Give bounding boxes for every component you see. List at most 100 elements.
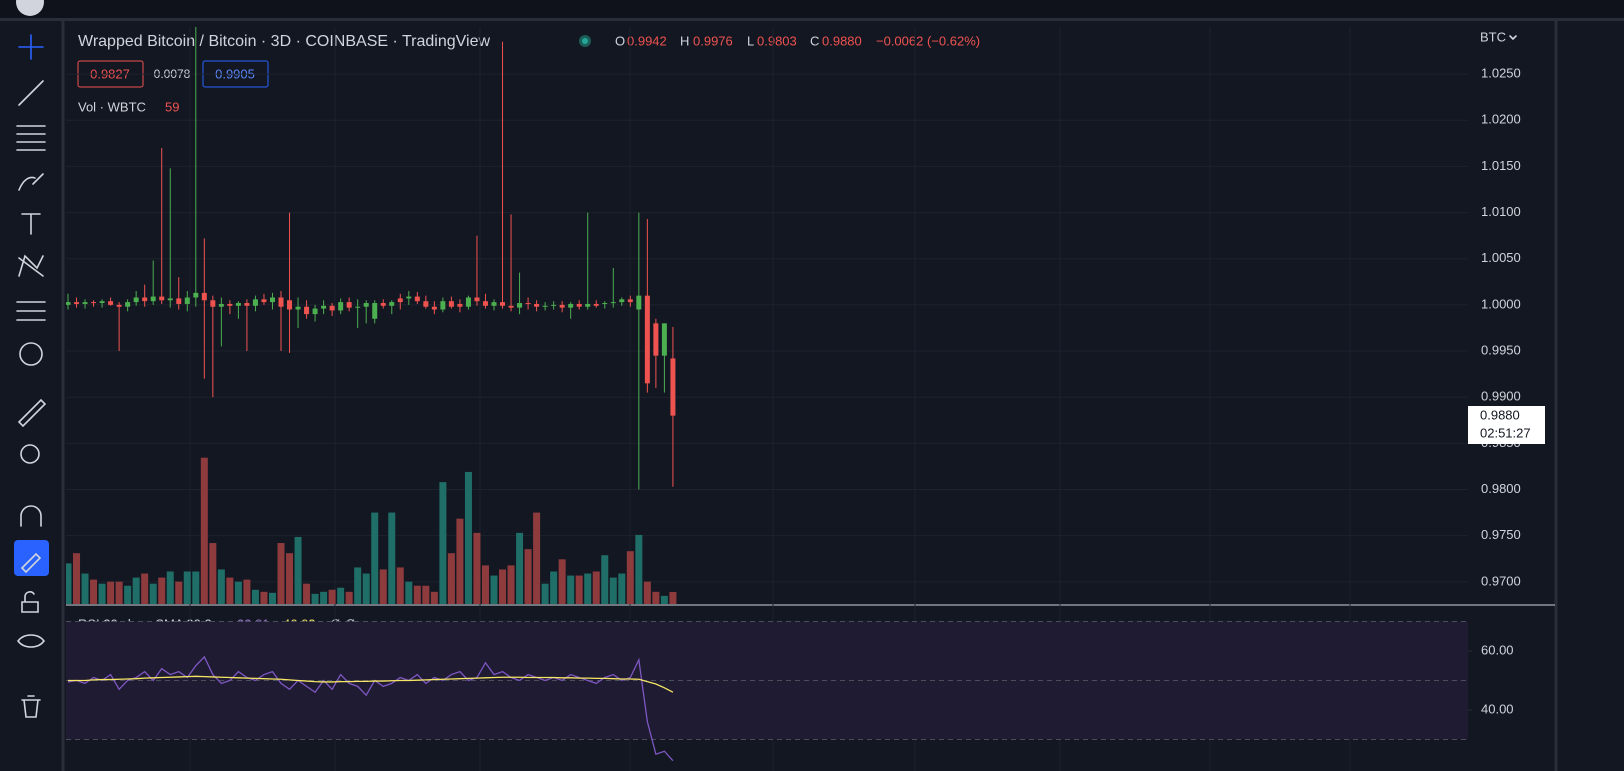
- volume-bar: [541, 583, 549, 604]
- volume-bar: [567, 575, 575, 604]
- candle-body: [525, 303, 531, 305]
- y-tick-label: 1.0000: [1481, 296, 1521, 311]
- volume-bar: [158, 577, 166, 604]
- volume-bar: [200, 457, 208, 604]
- volume-bar: [464, 471, 472, 604]
- candle-body: [329, 305, 335, 311]
- candle-body: [670, 358, 676, 416]
- candle-body: [551, 304, 557, 306]
- logo[interactable]: [16, 0, 44, 16]
- candle-body: [176, 298, 182, 304]
- ohlc-label: L: [747, 33, 754, 48]
- volume-bar: [141, 573, 149, 604]
- volume-bar: [294, 536, 302, 604]
- volume-bar: [447, 553, 455, 604]
- lock-tool[interactable]: [21, 591, 39, 613]
- candle-body: [431, 306, 437, 310]
- plot: 1.0250 1.0200 1.0150 1.0100 1.0050 1.0000 0.99…: [66, 27, 1521, 771]
- candle-body: [218, 303, 224, 307]
- volume-bar: [396, 567, 404, 604]
- candle-body: [457, 303, 463, 307]
- candle-body: [363, 303, 369, 307]
- volume-bar: [592, 571, 600, 604]
- candle-body: [568, 303, 574, 308]
- text-tool[interactable]: [21, 213, 41, 235]
- volume-bar: [490, 575, 498, 604]
- y-tick-label: 0.9900: [1481, 389, 1521, 404]
- visibility-tool[interactable]: [16, 634, 46, 648]
- forecast-tool[interactable]: [16, 301, 46, 321]
- volume-bar: [183, 571, 191, 604]
- candle-body: [66, 302, 71, 305]
- pattern-tool[interactable]: [18, 254, 44, 277]
- candle-body: [193, 292, 199, 298]
- candle-body: [602, 303, 608, 305]
- candle-body: [372, 303, 378, 319]
- volume-bar: [413, 585, 421, 604]
- ohlc-label: H: [680, 33, 689, 48]
- trendline-tool[interactable]: [18, 80, 44, 106]
- right-panel: [1555, 21, 1624, 771]
- candle-body: [338, 302, 344, 311]
- candle-body: [125, 302, 131, 307]
- volume-bar: [660, 595, 668, 604]
- delete-tool[interactable]: [21, 695, 41, 718]
- candle-body: [559, 304, 565, 308]
- price-label: 0.9880 02:51:27: [1468, 406, 1545, 444]
- candle-body: [465, 297, 471, 307]
- y-tick-label: 1.0150: [1481, 158, 1521, 173]
- candle-body: [346, 302, 352, 308]
- candle-body: [508, 305, 514, 308]
- volume-bar: [66, 563, 72, 604]
- fib-tool[interactable]: [16, 125, 46, 151]
- magnet-tool[interactable]: [20, 505, 42, 527]
- volume-bar: [115, 581, 123, 604]
- volume-value: 59: [165, 99, 179, 114]
- candle-body: [74, 302, 80, 304]
- divider: [0, 18, 1624, 21]
- volume-bar: [524, 549, 532, 604]
- candle-body: [244, 303, 250, 306]
- currency[interactable]: BTC: [1480, 29, 1506, 44]
- candle-body: [397, 298, 403, 303]
- drawing-tools: [14, 34, 49, 718]
- rsi-line: [67, 655, 674, 762]
- candle-body: [491, 302, 497, 306]
- volume-bar: [516, 532, 524, 604]
- y-tick-label: 1.0200: [1481, 112, 1521, 127]
- volume-bar: [328, 589, 336, 604]
- volume-bar: [217, 569, 225, 604]
- candle-body: [235, 303, 241, 306]
- volume-bar: [107, 581, 115, 604]
- volume-bar: [652, 591, 660, 604]
- candle-body: [142, 297, 148, 302]
- candle-body: [184, 297, 190, 304]
- currency-chevron[interactable]: [1509, 35, 1517, 41]
- ruler-tool[interactable]: [17, 398, 47, 428]
- volume-bar: [311, 593, 319, 604]
- lock-draw-icon: [20, 552, 42, 574]
- emoji-tool[interactable]: [19, 342, 43, 366]
- zoom-tool[interactable]: [20, 444, 40, 464]
- volume-bar: [618, 573, 626, 604]
- candle-body: [423, 301, 429, 307]
- ohlc-label: O: [615, 33, 625, 48]
- y-tick-label: 1.0250: [1481, 66, 1521, 81]
- ohlc-value: 0.9880: [822, 33, 862, 48]
- change: −0.0062 (−0.62%): [876, 33, 980, 48]
- ohlc-value: 0.9803: [757, 33, 797, 48]
- candle-body: [150, 296, 156, 302]
- volume-bar: [669, 592, 677, 604]
- volume-bar: [303, 583, 311, 604]
- volume-bar: [533, 512, 541, 604]
- volume-bar: [268, 592, 276, 604]
- candle-body: [252, 299, 258, 306]
- volume-bar: [132, 577, 140, 604]
- candle-body: [116, 304, 122, 307]
- candle-body: [312, 308, 318, 315]
- candle-body: [534, 303, 540, 307]
- brush-tool[interactable]: [18, 173, 44, 191]
- price-label-box: [1468, 406, 1545, 444]
- volume-bar: [422, 585, 430, 604]
- crosshair-tool[interactable]: [18, 34, 44, 60]
